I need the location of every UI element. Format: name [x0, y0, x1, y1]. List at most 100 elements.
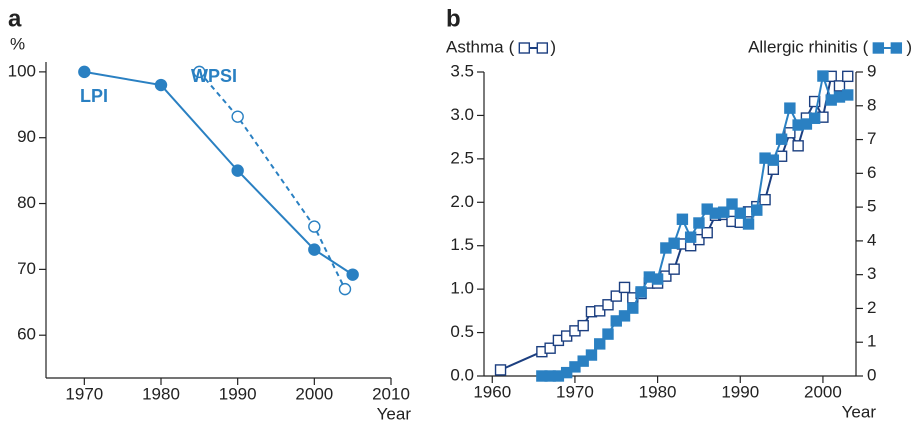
- legend-label: Allergic rhinitis: [748, 37, 858, 56]
- data-point: [701, 226, 713, 239]
- data-point: [775, 133, 788, 145]
- data-point: [808, 112, 821, 124]
- y2-tick-label: 1: [867, 332, 876, 351]
- y-tick-label: 3.5: [450, 61, 474, 80]
- y2-tick-label: 3: [867, 264, 876, 283]
- legend-bracket: (: [509, 37, 515, 56]
- data-point: [577, 355, 589, 367]
- y-tick-label: 1.0: [450, 279, 474, 298]
- data-point: [577, 319, 589, 332]
- data-point: [585, 349, 598, 361]
- data-point: [338, 282, 352, 296]
- legend-marker: [872, 42, 885, 54]
- data-point: [718, 206, 730, 218]
- y2-tick-label: 8: [867, 95, 876, 114]
- legend-bracket: (: [863, 37, 869, 56]
- x-axis-label: Year: [377, 404, 412, 423]
- data-point: [602, 328, 614, 340]
- data-point: [842, 89, 854, 101]
- data-point: [618, 310, 631, 322]
- data-point: [751, 204, 763, 216]
- data-point: [668, 263, 680, 275]
- y2-tick-label: 2: [867, 298, 876, 317]
- series-label: WPSI: [191, 66, 237, 86]
- data-point: [784, 102, 796, 114]
- y-tick-label: 60: [17, 325, 36, 344]
- data-point: [154, 78, 168, 92]
- series-label: LPI: [80, 86, 108, 106]
- x-tick-label: 2010: [372, 384, 410, 403]
- x-tick-label: 1980: [142, 384, 180, 403]
- data-point: [668, 237, 680, 249]
- data-point: [602, 299, 614, 311]
- data-point: [651, 273, 664, 285]
- data-point: [833, 80, 846, 92]
- y-tick-label: 1.5: [450, 235, 474, 254]
- data-point: [78, 65, 91, 79]
- data-point: [734, 207, 746, 219]
- data-point: [494, 364, 507, 376]
- y-tick-label: 3.0: [450, 105, 474, 124]
- data-point: [792, 140, 804, 152]
- panel-label: b: [446, 5, 461, 32]
- y2-tick-label: 6: [867, 163, 876, 182]
- y-tick-label: 2.5: [450, 148, 474, 167]
- legend-bracket: ): [550, 37, 556, 56]
- x-tick-label: 1990: [219, 384, 257, 403]
- x-axis-label: Year: [842, 402, 877, 421]
- data-point: [684, 231, 697, 243]
- x-tick-label: 2000: [295, 384, 333, 403]
- x-tick-label: 2000: [804, 382, 842, 401]
- y-tick-label: 2.0: [450, 192, 474, 211]
- y-tick-label: 0.0: [450, 365, 474, 384]
- data-point: [817, 70, 829, 82]
- data-point: [560, 366, 573, 379]
- data-point: [759, 193, 771, 206]
- y2-tick-label: 7: [867, 129, 876, 148]
- y2-tick-label: 0: [867, 365, 876, 384]
- data-point: [800, 118, 813, 130]
- legend-marker: [890, 42, 903, 54]
- data-point: [610, 290, 622, 302]
- data-point: [569, 361, 581, 373]
- data-point: [808, 95, 821, 108]
- data-point: [676, 213, 689, 225]
- series-line: [198, 71, 346, 290]
- data-point: [726, 198, 738, 210]
- data-point: [231, 164, 244, 177]
- y-tick-label: 90: [17, 127, 36, 146]
- data-point: [742, 218, 755, 230]
- legend-label: Asthma: [446, 37, 504, 56]
- data-point: [635, 286, 647, 298]
- y-tick-label: 70: [17, 259, 36, 278]
- panel-label: a: [8, 5, 22, 32]
- y-tick-label: 0.5: [450, 322, 474, 341]
- y2-tick-label: 9: [867, 61, 876, 80]
- x-tick-label: 1980: [639, 382, 677, 401]
- y2-tick-label: 4: [867, 230, 876, 249]
- y-tick-label: 100: [8, 61, 36, 80]
- data-point: [231, 110, 244, 123]
- data-point: [627, 302, 639, 314]
- x-tick-label: 1960: [473, 382, 511, 401]
- data-point: [693, 217, 705, 229]
- x-tick-label: 1970: [556, 382, 594, 401]
- data-point: [842, 70, 854, 83]
- data-point: [346, 268, 359, 281]
- legend-marker: [536, 42, 549, 54]
- data-point: [308, 243, 321, 256]
- data-point: [594, 305, 606, 317]
- y2-tick-label: 5: [867, 197, 876, 216]
- x-tick-label: 1970: [65, 384, 103, 403]
- data-point: [193, 65, 206, 79]
- x-tick-label: 1990: [721, 382, 759, 401]
- data-point: [618, 281, 631, 294]
- data-point: [784, 127, 796, 139]
- data-point: [308, 220, 321, 233]
- legend-marker: [518, 42, 531, 54]
- data-point: [594, 338, 606, 350]
- data-point: [544, 342, 556, 354]
- legend-bracket: ): [906, 37, 912, 56]
- y-tick-label: 80: [17, 193, 36, 212]
